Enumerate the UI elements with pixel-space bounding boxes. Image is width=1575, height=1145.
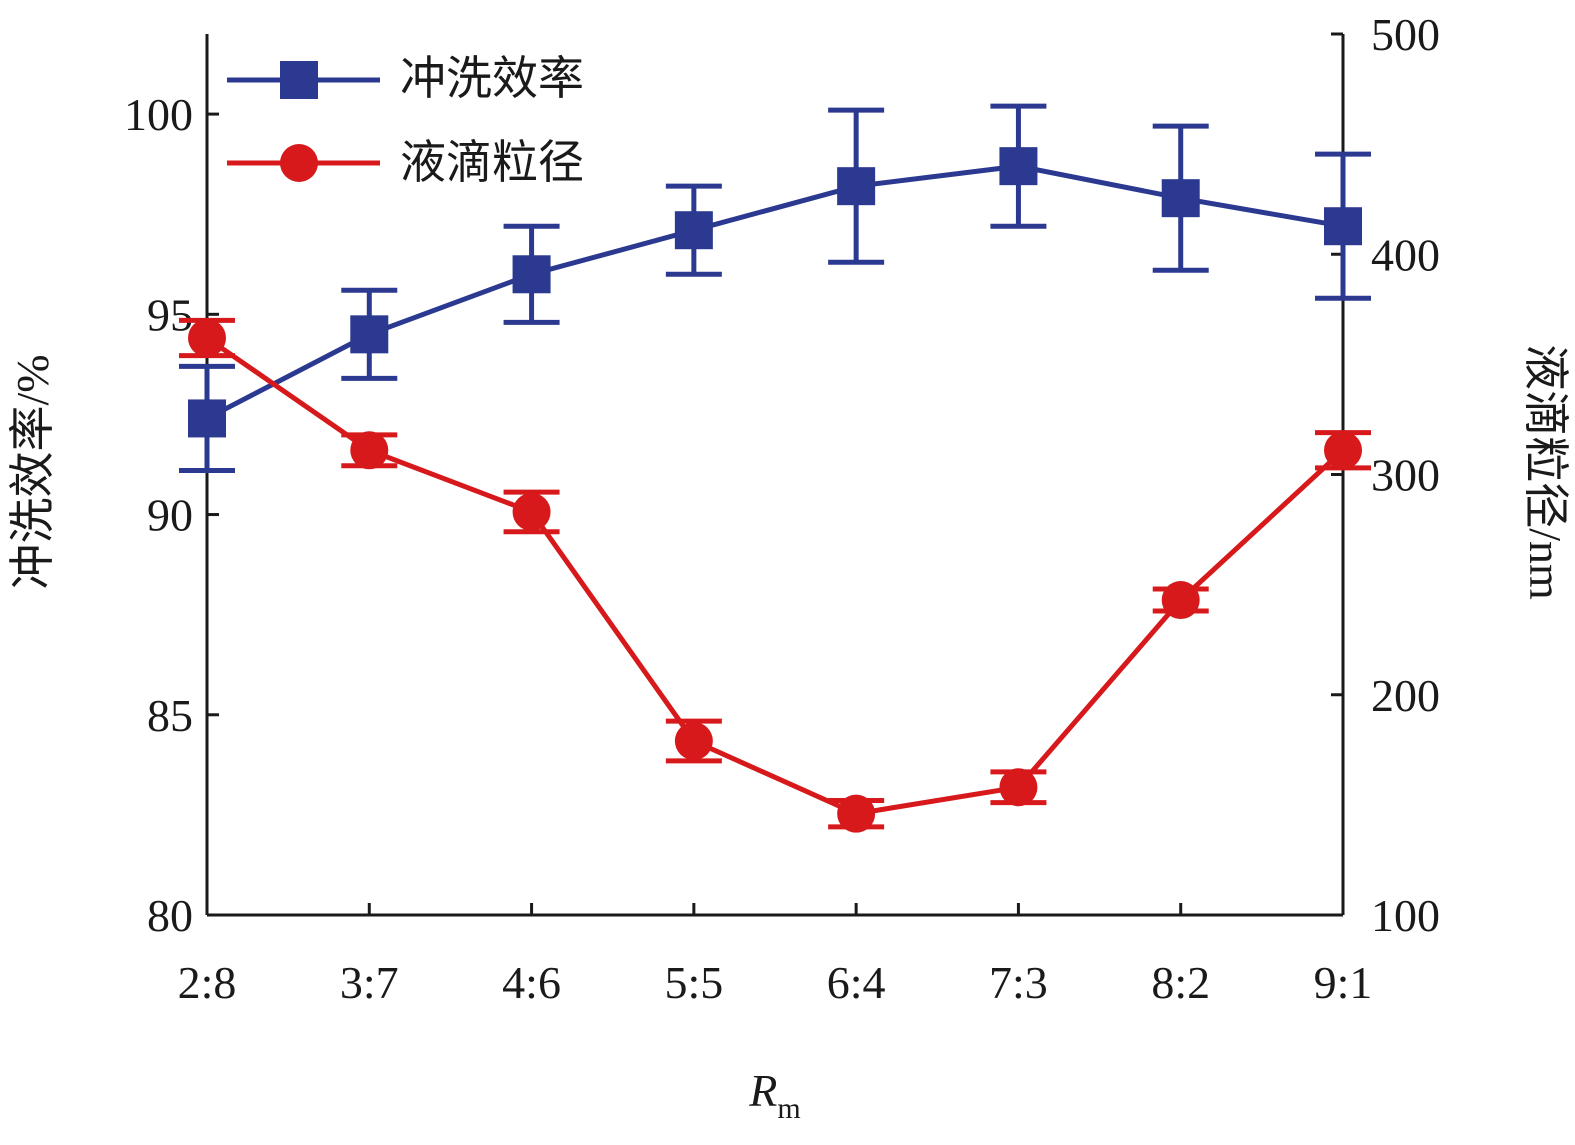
data-point-square xyxy=(512,255,551,294)
series-droplet-size xyxy=(179,317,1371,833)
series-layer xyxy=(179,103,1371,833)
data-point-circle xyxy=(350,431,389,470)
data-point-square xyxy=(674,211,713,250)
data-point-circle xyxy=(999,768,1038,807)
x-tick-label: 9:1 xyxy=(1314,957,1373,1008)
series-efficiency xyxy=(179,103,1371,473)
legend-label-droplet-size: 液滴粒径 xyxy=(400,137,584,188)
x-axis-title-subscript: m xyxy=(777,1092,800,1125)
y-left-tick-label: 90 xyxy=(147,490,193,541)
y-left-tick-label: 80 xyxy=(147,890,193,941)
y-right-tick-label: 200 xyxy=(1371,670,1440,721)
legend-marker-droplet-size xyxy=(280,144,318,182)
data-point-circle xyxy=(1324,431,1362,470)
data-point-square xyxy=(188,399,226,438)
data-point-square xyxy=(1324,207,1362,246)
y-right-tick-label: 400 xyxy=(1371,229,1440,280)
x-axis-title: Rm xyxy=(748,1065,800,1125)
x-tick-label: 5:5 xyxy=(664,957,723,1008)
x-tick-label: 8:2 xyxy=(1151,957,1210,1008)
data-point-square xyxy=(999,147,1038,186)
legend: 冲洗效率 液滴粒径 xyxy=(227,53,584,188)
y-right-tick-label: 500 xyxy=(1371,9,1440,60)
axes: 80 85 90 95 100 100 200 300 400 500 2:8 3:7 4:6 5:5 6:… xyxy=(124,9,1440,1008)
x-axis-title-main: R xyxy=(748,1065,777,1116)
y-axis-left-title: 冲洗效率/% xyxy=(7,354,58,589)
data-point-square xyxy=(837,167,876,206)
y-left-tick-label: 100 xyxy=(124,89,193,140)
legend-label-efficiency: 冲洗效率 xyxy=(400,53,584,104)
y-left-tick-label: 95 xyxy=(147,289,193,340)
series-line xyxy=(205,335,1345,817)
y-right-tick-label: 300 xyxy=(1371,450,1440,501)
data-point-square xyxy=(350,315,389,354)
x-tick-label: 6:4 xyxy=(827,957,886,1008)
x-tick-label: 4:6 xyxy=(502,957,561,1008)
data-point-circle xyxy=(674,722,713,761)
data-point-circle xyxy=(1161,581,1200,620)
x-tick-label: 2:8 xyxy=(178,957,237,1008)
series-line xyxy=(205,163,1344,421)
x-tick-label: 7:3 xyxy=(989,957,1048,1008)
data-point-circle xyxy=(837,794,876,833)
legend-marker-efficiency xyxy=(280,61,318,99)
data-point-square xyxy=(1161,179,1200,218)
y-right-tick-label: 100 xyxy=(1371,890,1440,941)
data-point-circle xyxy=(512,492,551,531)
x-tick-label: 3:7 xyxy=(340,957,399,1008)
data-point-circle xyxy=(188,318,226,357)
y-axis-right-title: 液滴粒径/nm xyxy=(1520,344,1571,600)
y-left-tick-label: 85 xyxy=(147,690,193,741)
